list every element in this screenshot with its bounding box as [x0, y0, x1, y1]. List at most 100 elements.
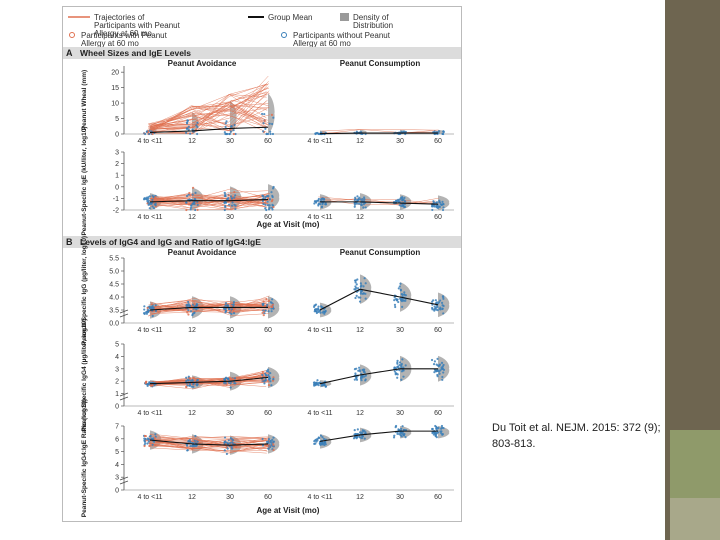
- data-point: [400, 370, 403, 373]
- data-point: [264, 195, 267, 199]
- data-point: [196, 208, 199, 212]
- legend-label: Trajectories of Participants with Peanut A…: [94, 13, 181, 38]
- data-point: [270, 310, 273, 313]
- data-point: [355, 432, 359, 436]
- group-mean-line: [319, 288, 439, 311]
- data-point: [154, 309, 158, 312]
- data-point: [263, 379, 266, 383]
- data-point: [403, 200, 406, 203]
- data-point: [223, 449, 226, 452]
- data-point: [433, 371, 436, 374]
- data-point: [433, 305, 436, 308]
- data-point: [228, 132, 231, 136]
- data-point: [268, 206, 271, 209]
- data-point: [189, 310, 193, 313]
- data-point: [223, 194, 227, 198]
- data-point: [393, 303, 397, 306]
- data-point: [224, 204, 227, 208]
- data-point: [154, 196, 157, 199]
- data-point: [151, 314, 154, 318]
- data-point: [401, 432, 404, 435]
- x-tick-label: 30: [226, 410, 234, 417]
- data-point: [434, 299, 437, 302]
- data-point: [364, 297, 367, 300]
- data-point: [263, 312, 266, 315]
- data-point: [432, 363, 436, 366]
- data-point: [262, 302, 265, 305]
- data-point: [223, 440, 226, 444]
- y-axis-label: Peanut-Specific IgG (µg/liter, log10): [81, 236, 88, 345]
- y-axis-label: Peanut-Specific IgG4:IgE Ratio (log10): [81, 399, 88, 517]
- data-point: [194, 434, 197, 438]
- axis-break-mark: [119, 309, 129, 318]
- data-point: [396, 373, 399, 376]
- data-point: [191, 378, 194, 382]
- trajectory-line: [148, 310, 269, 313]
- data-point: [397, 200, 401, 203]
- slide-decoration-block: [670, 430, 720, 498]
- trajectory-line: [148, 444, 270, 449]
- data-point: [143, 132, 147, 136]
- data-point: [262, 195, 265, 198]
- data-point: [435, 201, 439, 204]
- data-point: [436, 364, 439, 367]
- trajectory-line: [150, 304, 268, 314]
- data-point: [398, 363, 401, 367]
- data-point: [359, 198, 362, 201]
- data-point: [188, 384, 191, 387]
- trajectory-line: [150, 197, 269, 201]
- data-point: [231, 439, 235, 442]
- data-point: [267, 299, 271, 303]
- trajectory-line: [151, 437, 269, 446]
- data-point: [357, 202, 361, 205]
- data-point: [361, 292, 364, 295]
- data-point: [358, 300, 362, 303]
- data-point: [394, 305, 397, 309]
- data-point: [442, 130, 445, 133]
- x-tick-label: 30: [396, 138, 404, 145]
- data-point: [143, 444, 146, 448]
- trajectory-line: [149, 433, 267, 439]
- data-point: [399, 282, 402, 285]
- group-mean-line: [149, 306, 268, 311]
- data-point: [269, 130, 272, 133]
- trajectory-line: [149, 100, 267, 132]
- data-point: [433, 130, 436, 133]
- data-point: [151, 198, 154, 201]
- data-point: [433, 204, 436, 207]
- x-tick-label: 4 to <11: [138, 138, 163, 145]
- data-point: [404, 294, 407, 297]
- data-point: [438, 201, 442, 204]
- group-mean-line: [149, 199, 269, 203]
- x-tick-label: 12: [188, 138, 196, 145]
- trajectory-line: [149, 443, 267, 454]
- section-header-band: [63, 236, 461, 248]
- data-point: [393, 296, 396, 299]
- data-point: [359, 296, 362, 299]
- y-tick-label: 7: [115, 424, 119, 431]
- group-mean-line: [319, 368, 438, 385]
- data-point: [233, 123, 236, 127]
- data-point: [268, 306, 271, 309]
- data-point: [393, 434, 396, 437]
- data-point: [362, 370, 366, 373]
- data-point: [265, 208, 268, 212]
- data-point: [356, 195, 359, 198]
- data-point: [269, 301, 272, 304]
- data-point: [272, 205, 275, 209]
- data-point: [228, 307, 231, 310]
- data-point: [195, 308, 198, 311]
- x-tick-label: 30: [226, 494, 234, 501]
- data-point: [439, 299, 442, 302]
- data-point: [265, 132, 269, 136]
- data-point: [264, 201, 267, 204]
- data-point: [188, 191, 191, 195]
- data-point: [401, 425, 404, 428]
- data-point: [143, 437, 146, 440]
- data-point: [359, 282, 362, 285]
- data-point: [261, 199, 265, 203]
- x-tick-label: 30: [396, 327, 404, 334]
- data-point: [265, 297, 268, 301]
- data-point: [231, 201, 234, 204]
- data-point: [154, 444, 157, 447]
